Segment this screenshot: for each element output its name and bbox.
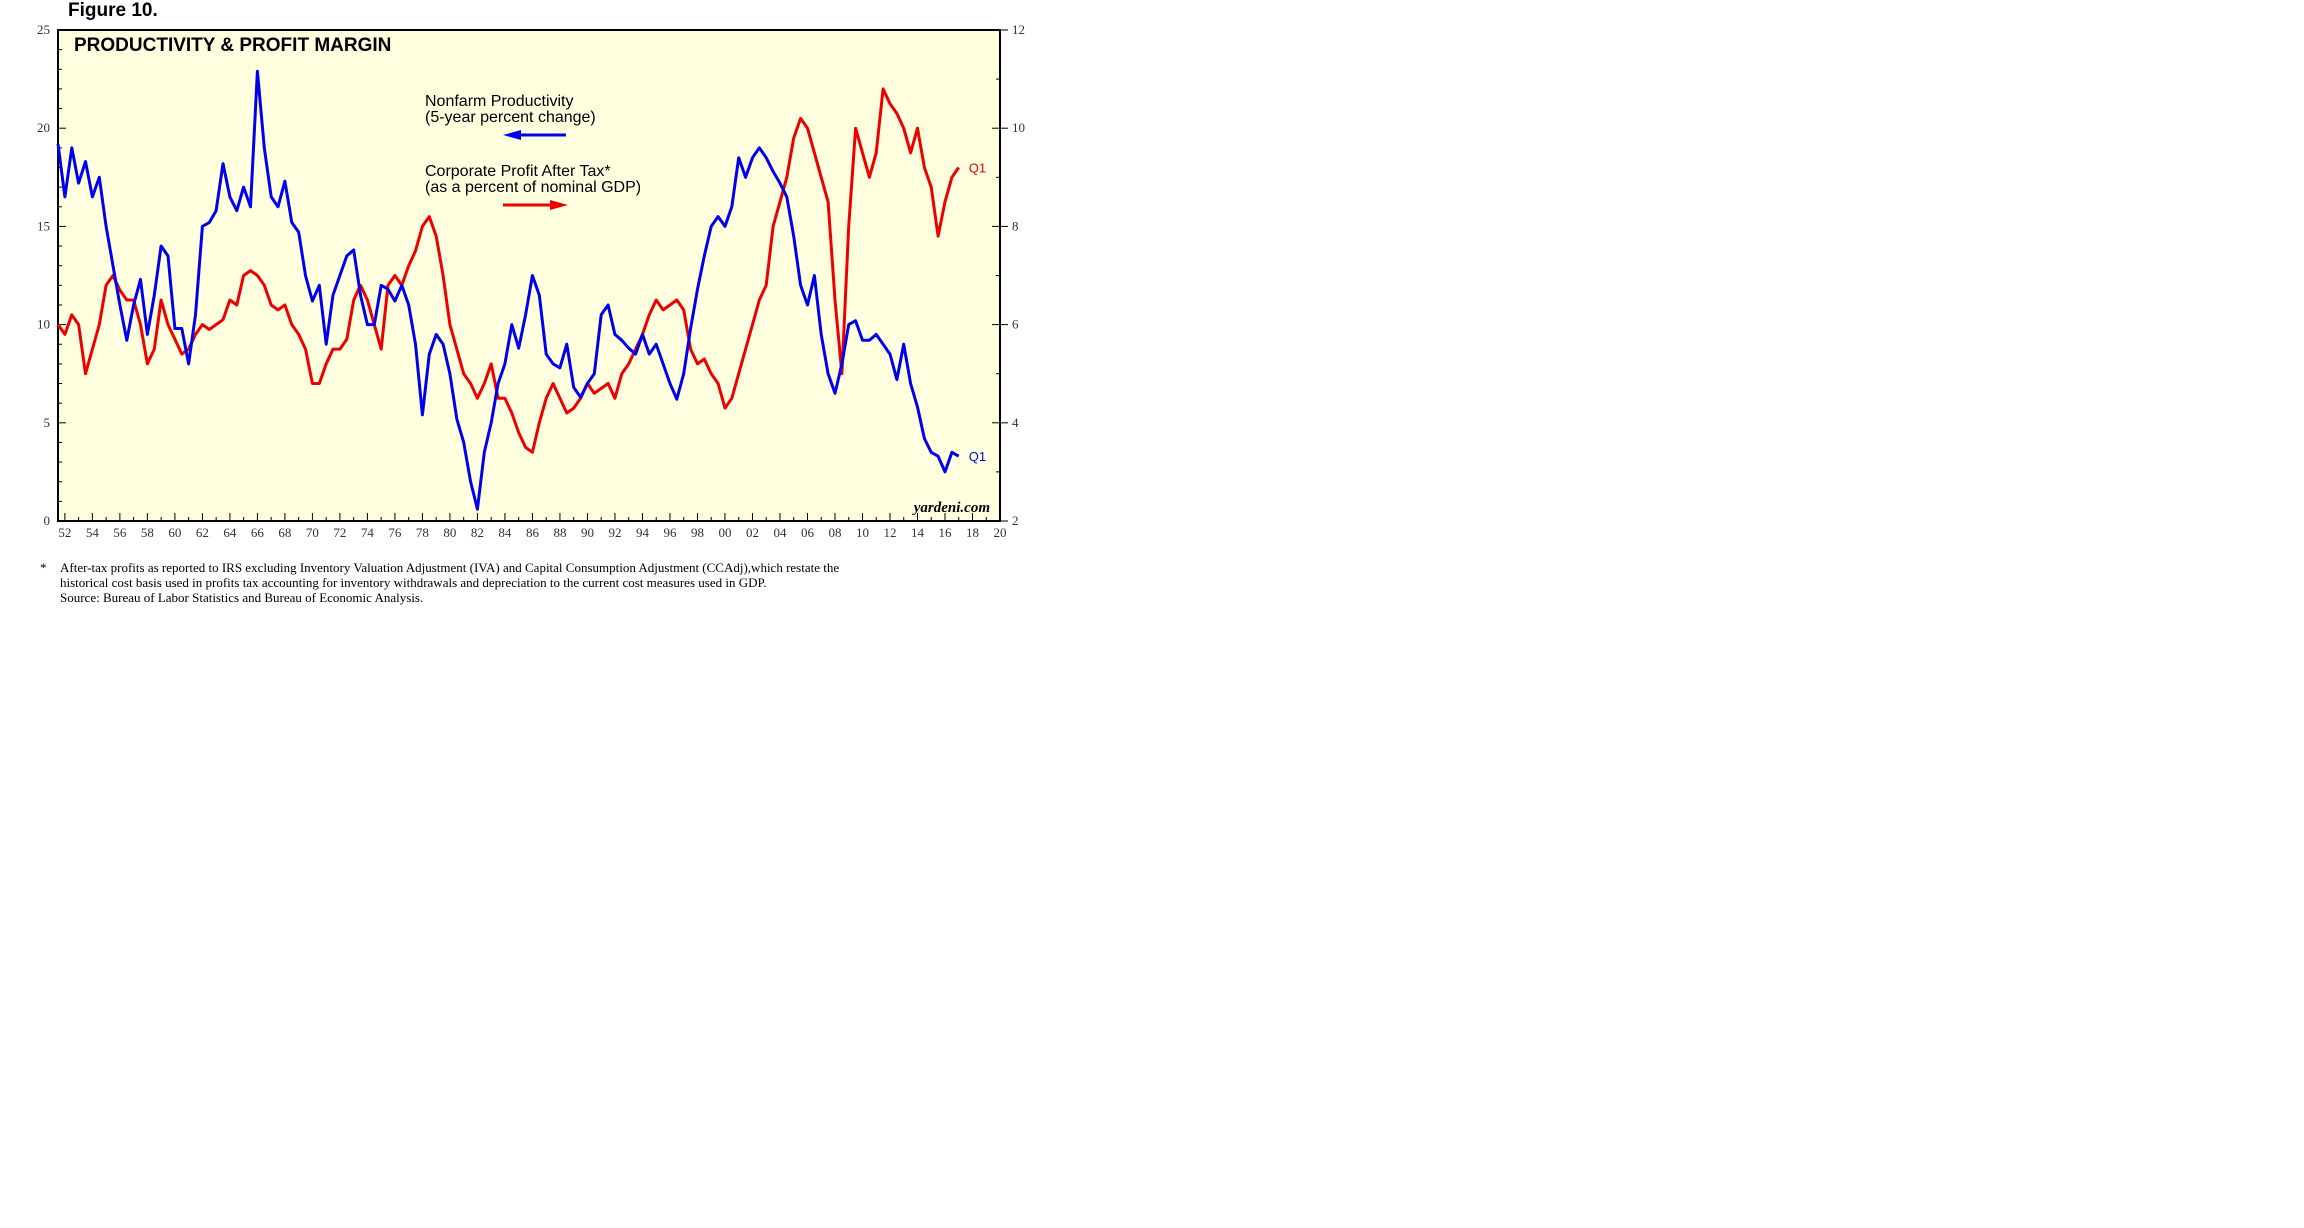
x-tick-label: 20 <box>994 525 1007 540</box>
x-tick-label: 88 <box>553 525 566 540</box>
right-tick-label: 10 <box>1012 120 1025 135</box>
x-tick-label: 10 <box>856 525 869 540</box>
watermark: yardeni.com <box>912 500 990 516</box>
x-tick-label: 14 <box>911 525 925 540</box>
series-layer: Q1 Q1 <box>56 69 986 511</box>
x-tick-label: 70 <box>306 525 319 540</box>
x-tick-label: 64 <box>223 525 237 540</box>
x-tick-label: 80 <box>443 525 456 540</box>
figure-label: Figure 10. <box>68 0 158 21</box>
left-tick-label: 10 <box>37 317 50 332</box>
x-tick-label: 62 <box>196 525 209 540</box>
x-tick-label: 90 <box>581 525 594 540</box>
x-tick-label: 94 <box>636 525 650 540</box>
right-tick-label: 4 <box>1012 415 1019 430</box>
x-tick-label: 86 <box>526 525 540 540</box>
x-tick-label: 00 <box>718 525 731 540</box>
legend-productivity-name: Nonfarm Productivity <box>425 93 574 110</box>
x-tick-label: 74 <box>361 525 375 540</box>
x-tick-label: 16 <box>938 525 952 540</box>
x-tick-label: 98 <box>691 525 704 540</box>
right-tick-label: 2 <box>1012 513 1019 528</box>
footnote-line-2: historical cost basis used in profits ta… <box>60 575 767 590</box>
x-tick-label: 58 <box>141 525 154 540</box>
footnote: * After-tax profits as reported to IRS e… <box>40 560 1020 605</box>
x-tick-label: 02 <box>746 525 759 540</box>
footnote-line-3: Source: Bureau of Labor Statistics and B… <box>60 590 424 605</box>
legend: Nonfarm Productivity (5-year percent cha… <box>425 93 641 210</box>
x-tick-label: 96 <box>663 525 677 540</box>
footnote-marker: * <box>40 560 47 575</box>
left-tick-label: 5 <box>44 415 51 430</box>
x-tick-label: 60 <box>168 525 181 540</box>
x-tick-label: 18 <box>966 525 979 540</box>
x-tick-label: 54 <box>86 525 100 540</box>
legend-profit-name: Corporate Profit After Tax* <box>425 163 611 180</box>
x-tick-label: 12 <box>883 525 896 540</box>
right-tick-label: 6 <box>1012 317 1019 332</box>
chart-title: PRODUCTIVITY & PROFIT MARGIN <box>74 35 391 56</box>
legend-productivity-arrow <box>503 130 566 140</box>
left-tick-label: 20 <box>37 120 50 135</box>
x-tick-label: 06 <box>801 525 815 540</box>
legend-profit-subtitle: (as a percent of nominal GDP) <box>425 179 641 196</box>
left-tick-label: 0 <box>44 513 51 528</box>
legend-profit-arrow <box>503 200 568 210</box>
profit-end-label: Q1 <box>969 160 986 175</box>
left-axis: 0 5 10 15 20 25 <box>37 22 66 528</box>
x-tick-label: 08 <box>828 525 841 540</box>
left-tick-label: 25 <box>37 22 50 37</box>
x-tick-label: 84 <box>498 525 512 540</box>
legend-productivity-subtitle: (5-year percent change) <box>425 109 596 126</box>
x-tick-label: 56 <box>113 525 127 540</box>
x-tick-label: 66 <box>251 525 265 540</box>
x-tick-label: 72 <box>333 525 346 540</box>
left-tick-label: 15 <box>37 218 50 233</box>
x-tick-label: 92 <box>608 525 621 540</box>
productivity-end-label: Q1 <box>969 449 986 464</box>
series-profit-line <box>56 87 960 454</box>
series-productivity-line <box>56 69 960 511</box>
x-tick-label: 68 <box>278 525 291 540</box>
right-tick-label: 12 <box>1012 22 1025 37</box>
x-tick-label: 82 <box>471 525 484 540</box>
x-tick-label: 52 <box>58 525 71 540</box>
footnote-line-1: After-tax profits as reported to IRS exc… <box>60 560 840 575</box>
x-tick-label: 76 <box>388 525 402 540</box>
right-tick-label: 8 <box>1012 218 1019 233</box>
right-axis: 2 4 6 8 10 12 <box>992 22 1025 528</box>
x-tick-label: 78 <box>416 525 429 540</box>
x-axis: 52 54 56 58 60 62 64 66 68 70 72 74 76 78 80 82 84 86 88 90… <box>58 513 1007 540</box>
x-tick-label: 04 <box>773 525 787 540</box>
